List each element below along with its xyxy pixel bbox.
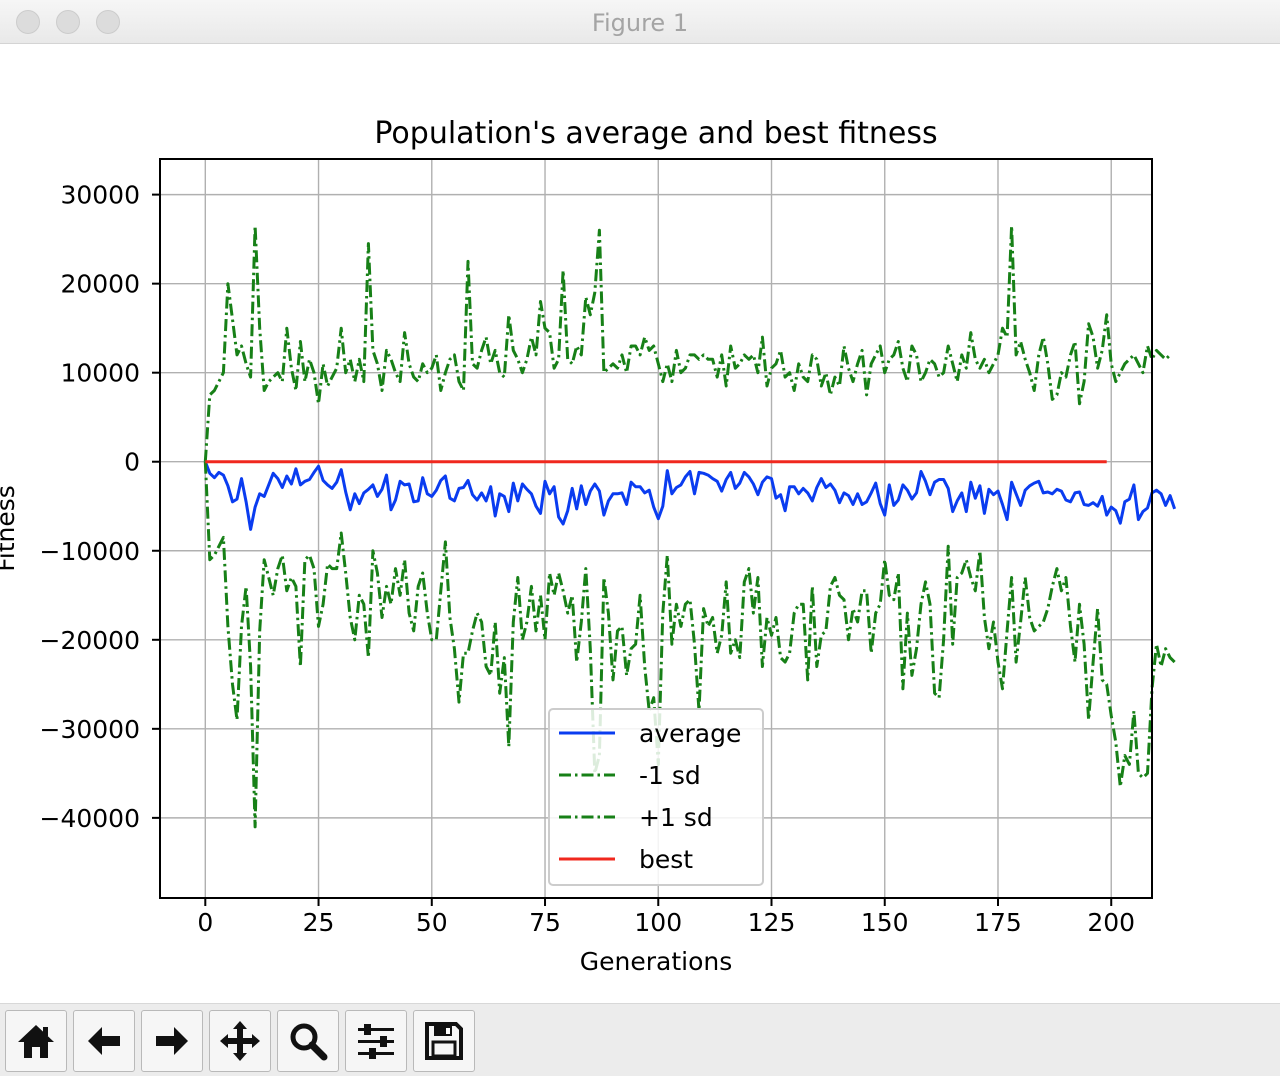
x-tick-label: 0: [197, 908, 213, 937]
forward-button[interactable]: [141, 1010, 203, 1072]
back-button[interactable]: [73, 1010, 135, 1072]
line-chart: 0 25 50 75 100 125 150 175 200 30000 20000 10000 0 −1…: [0, 116, 1177, 976]
x-tick-label: 125: [748, 908, 796, 937]
series-line-0: [203, 461, 1177, 531]
y-tick-label: −20000: [40, 626, 140, 655]
x-tick-label: 150: [861, 908, 909, 937]
save-button[interactable]: [413, 1010, 475, 1072]
window-title: Figure 1: [591, 9, 689, 37]
subplots-config-icon: [358, 1024, 394, 1059]
chart-title: Population's average and best fitness: [374, 116, 937, 151]
legend: average -1 sd +1 sd best: [548, 708, 764, 886]
home-icon: [18, 1025, 54, 1058]
configure-subplots-button[interactable]: [345, 1010, 407, 1072]
y-tick-label: −40000: [40, 804, 140, 833]
legend-box: [548, 708, 764, 886]
legend-label: +1 sd: [639, 803, 713, 832]
y-axis-label: Fitness: [0, 485, 20, 572]
legend-label: average: [639, 719, 741, 748]
grid: [160, 159, 1152, 898]
series-line-1: [203, 461, 1176, 829]
y-tick-label: 30000: [60, 181, 140, 210]
back-arrow-icon: [88, 1027, 120, 1055]
x-tick-label: 50: [416, 908, 448, 937]
legend-label: best: [639, 845, 693, 874]
series-group: [203, 224, 1177, 829]
home-button[interactable]: [5, 1010, 67, 1072]
legend-label: -1 sd: [639, 761, 701, 790]
x-tick-label: 100: [634, 908, 682, 937]
y-tick-label: 20000: [60, 270, 140, 299]
plot-frame: [159, 158, 1153, 899]
close-window-button[interactable]: [16, 10, 40, 34]
pan-move-icon: [220, 1021, 260, 1061]
zoom-magnifier-icon: [290, 1023, 328, 1061]
zoom-window-button[interactable]: [96, 10, 120, 34]
x-tick-label: 25: [303, 908, 335, 937]
y-tick-label: −30000: [40, 715, 140, 744]
x-tick-label: 175: [974, 908, 1022, 937]
x-tick-label: 200: [1087, 908, 1135, 937]
series-line-2: [203, 224, 1172, 462]
x-axis-label: Generations: [580, 947, 733, 976]
y-tick-label: −10000: [40, 537, 140, 566]
zoom-button[interactable]: [277, 1010, 339, 1072]
axes: 0 25 50 75 100 125 150 175 200 30000 20000 10000 0 −1…: [40, 181, 1136, 937]
forward-arrow-icon: [156, 1027, 188, 1055]
window-titlebar: Figure 1: [0, 0, 1280, 44]
minimize-window-button[interactable]: [56, 10, 80, 34]
pan-button[interactable]: [209, 1010, 271, 1072]
x-tick-label: 75: [529, 908, 561, 937]
y-tick-label: 10000: [60, 359, 140, 388]
save-floppy-icon: [425, 1022, 463, 1060]
y-tick-label: 0: [124, 448, 140, 477]
navigation-toolbar: [0, 1003, 1280, 1076]
